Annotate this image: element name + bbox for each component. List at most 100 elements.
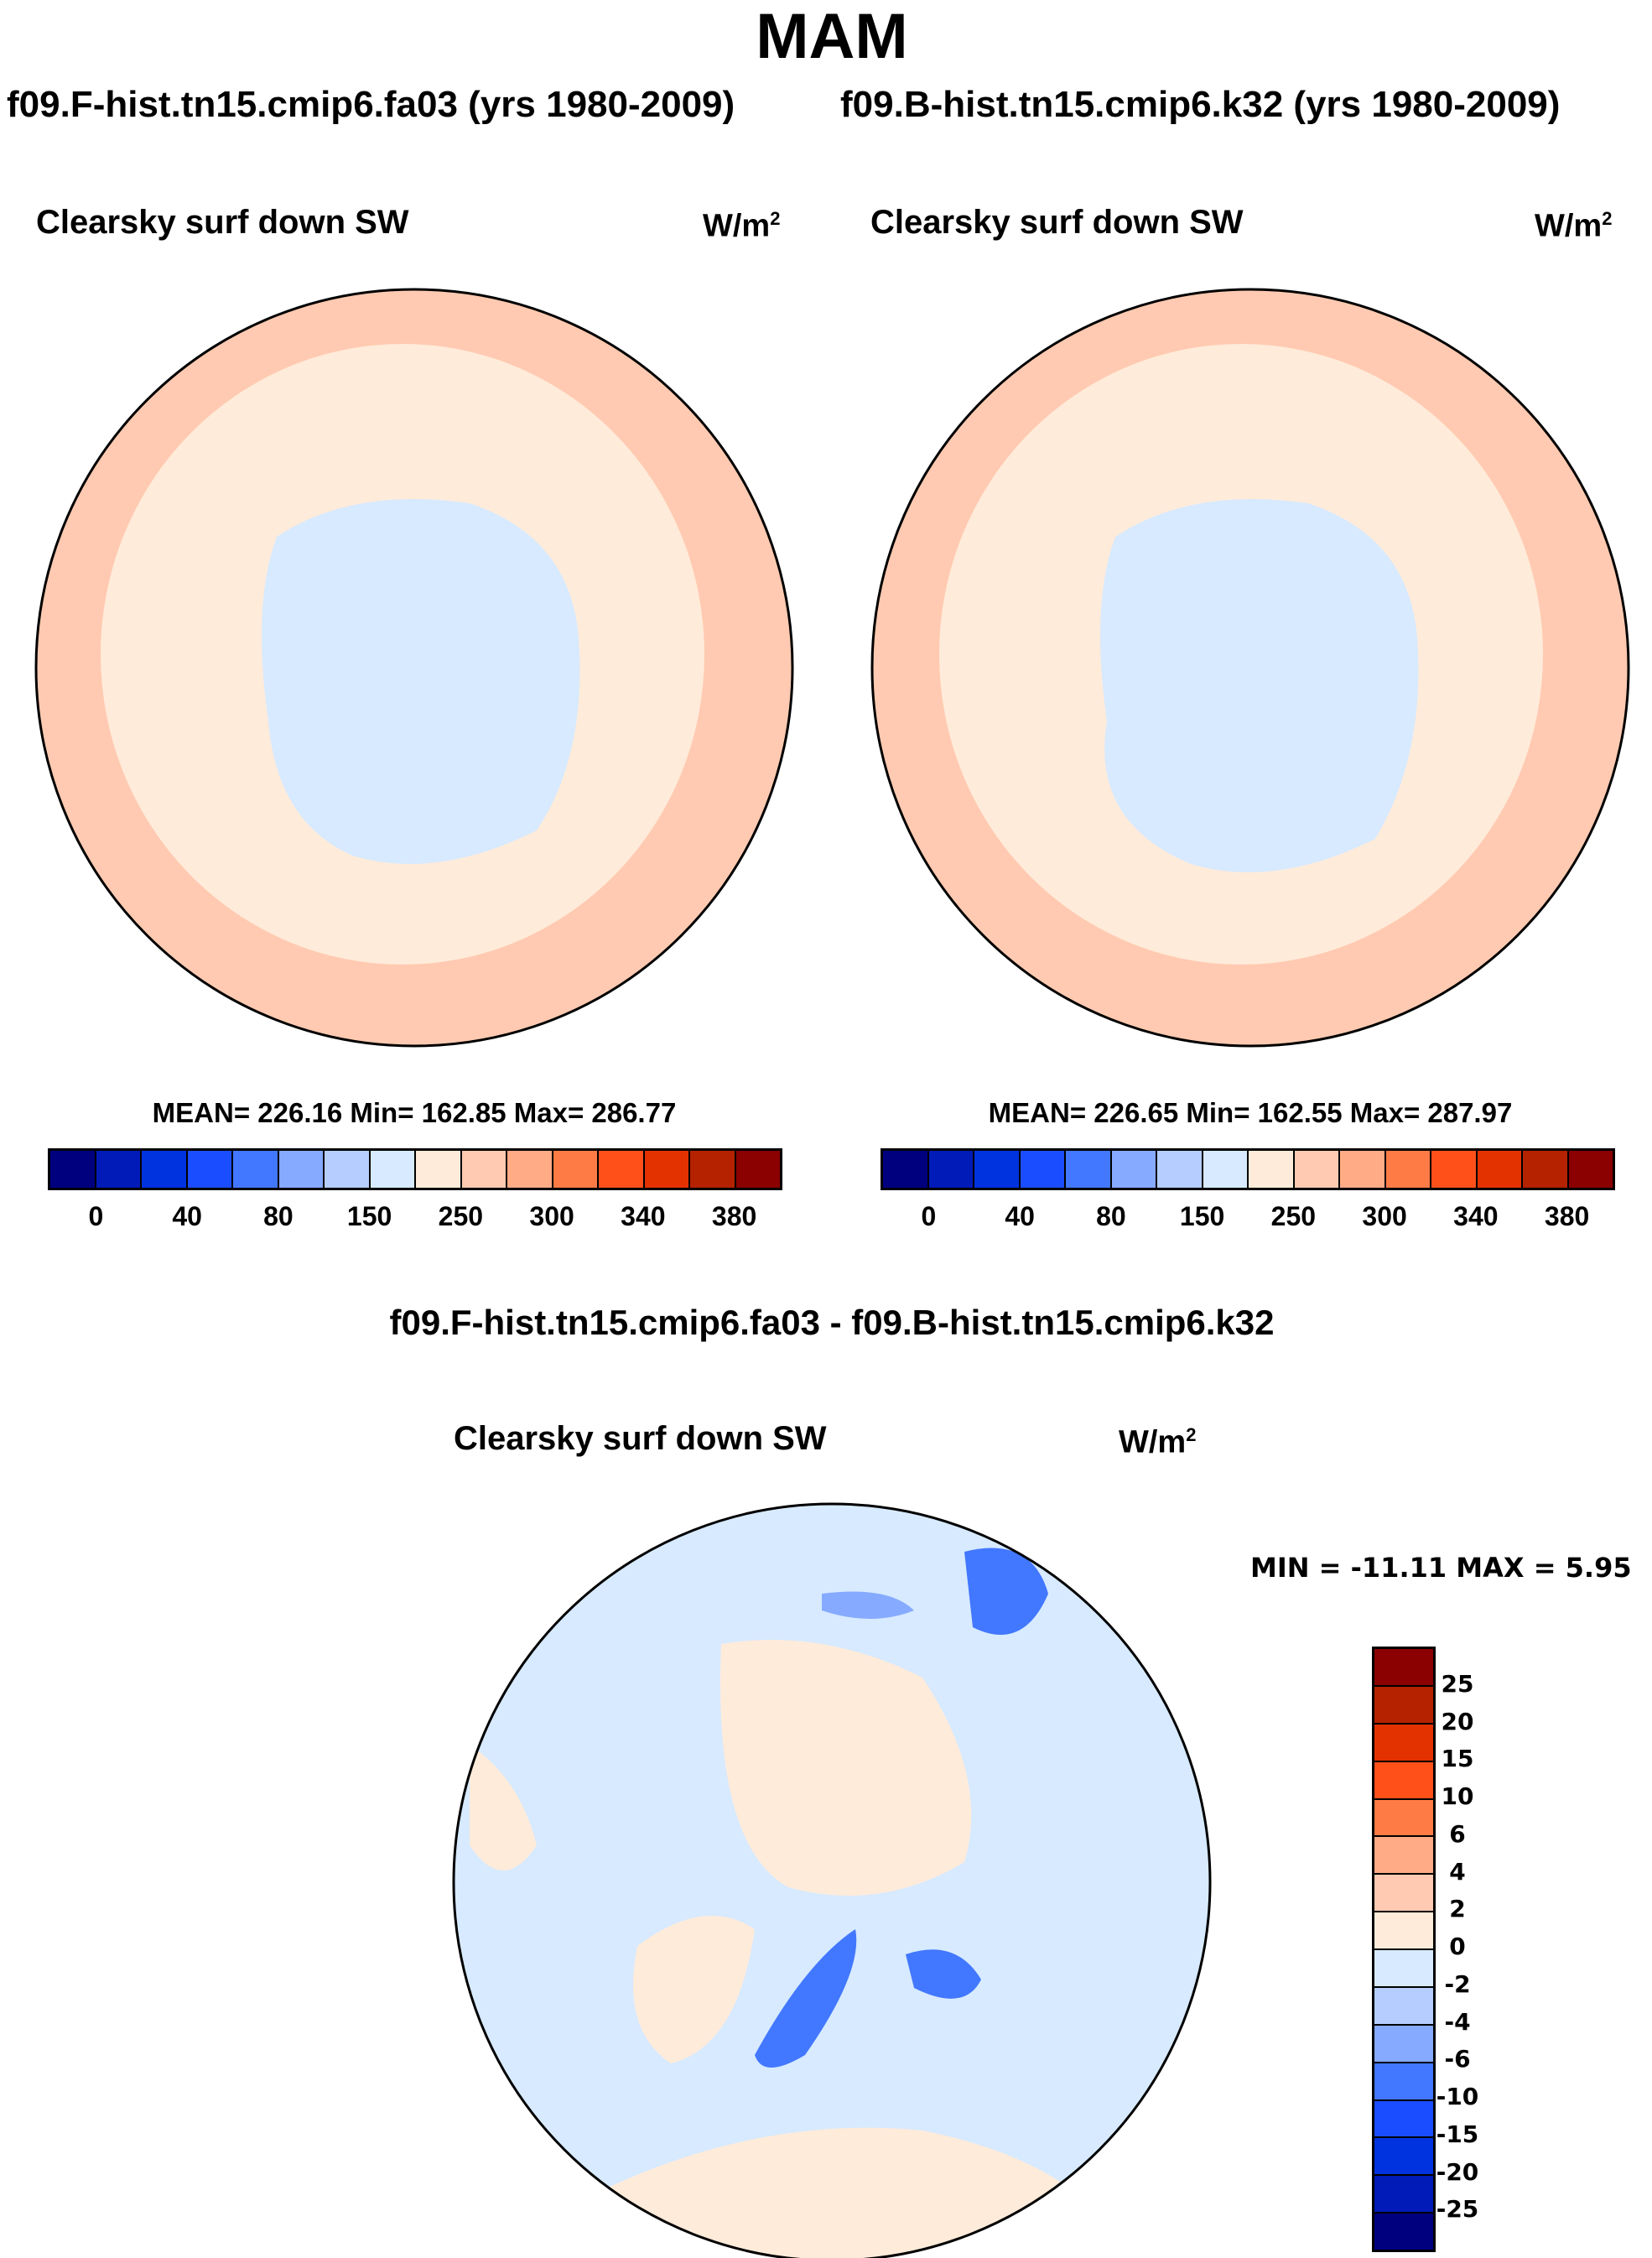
colorbar-box: [1374, 1724, 1433, 1762]
colorbar-box: [1385, 1151, 1431, 1188]
colorbar-box: [1374, 2138, 1433, 2177]
panel1-colorbar: [48, 1148, 782, 1190]
panel1-units: W/m2: [703, 208, 780, 245]
colorbar-box: [233, 1151, 279, 1188]
panel2-colorbar: [881, 1148, 1615, 1190]
colorbar-tick-label: 380: [1544, 1201, 1590, 1231]
colorbar-tick-label: 0: [88, 1201, 104, 1231]
colorbar-box: [1374, 1761, 1433, 1800]
colorbar-tick-label: 340: [1453, 1201, 1499, 1231]
colorbar-box: [1374, 2063, 1433, 2101]
colorbar-box: [1374, 1649, 1433, 1687]
colorbar-tick-label: 150: [1179, 1201, 1225, 1231]
colorbar-tick-label: -10: [1436, 2083, 1479, 2110]
colorbar-tick-label: 380: [711, 1201, 757, 1231]
colorbar-tick-label: -6: [1444, 2045, 1471, 2073]
panel3-stats: MIN = -11.11 MAX = 5.95: [1250, 1552, 1632, 1584]
colorbar-box: [507, 1151, 553, 1188]
colorbar-box: [1523, 1151, 1569, 1188]
diff-subtitle: f09.F-hist.tn15.cmip6.fa03 - f09.B-hist.…: [389, 1303, 1275, 1342]
map-panel3: [454, 1504, 1210, 2258]
colorbar-tick-label: 20: [1441, 1707, 1474, 1735]
panel3-units-base: W/m: [1119, 1424, 1187, 1460]
panel1-units-exponent: 2: [770, 208, 781, 229]
panel2-title: Clearsky surf down SW: [870, 204, 1244, 241]
colorbar-box: [1374, 2214, 1433, 2250]
colorbar-tick-label: 150: [346, 1201, 392, 1231]
colorbar-tick-label: 0: [1449, 1933, 1466, 1960]
colorbar-box: [1020, 1151, 1066, 1188]
colorbar-tick-label: 300: [1362, 1201, 1407, 1231]
colorbar-box: [96, 1151, 142, 1188]
panel1-title: Clearsky surf down SW: [36, 204, 409, 241]
panel2-stats: MEAN= 226.65 Min= 162.55 Max= 287.97: [988, 1097, 1513, 1128]
map-panel2: [872, 289, 1629, 1046]
colorbar-box: [1157, 1151, 1203, 1188]
panel3-units-exponent: 2: [1186, 1424, 1197, 1445]
negative-region: [755, 1929, 857, 2068]
colorbar-box: [1374, 1686, 1433, 1725]
colorbar-box: [1374, 2025, 1433, 2063]
colorbar-tick-label: 4: [1449, 1857, 1466, 1886]
colorbar-tick-label: 40: [1005, 1201, 1035, 1231]
map-border: [452, 1502, 1212, 2258]
colorbar-tick-label: 40: [172, 1201, 202, 1231]
colorbar-box: [142, 1151, 188, 1188]
colorbar-box: [370, 1151, 416, 1188]
panel2-units: W/m2: [1535, 208, 1612, 245]
colorbar-box: [974, 1151, 1021, 1188]
panel2-units-base: W/m: [1535, 208, 1603, 244]
colorbar-box: [928, 1151, 974, 1188]
colorbar-tick-label: -20: [1436, 2157, 1479, 2186]
colorbar-tick-label: 250: [438, 1201, 484, 1231]
colorbar-tick-label: 6: [1449, 1819, 1466, 1848]
colorbar-tick-label: 15: [1441, 1745, 1474, 1773]
colorbar-box: [1374, 2176, 1433, 2214]
negative-region: [964, 1548, 1048, 1635]
map-panel1: [36, 289, 792, 1046]
arctic-region: [1100, 499, 1419, 872]
colorbar-box: [187, 1151, 233, 1188]
map-border: [870, 288, 1630, 1048]
colorbar-box: [1340, 1151, 1386, 1188]
colorbar-box: [1374, 1875, 1433, 1913]
colorbar-box: [599, 1151, 645, 1188]
colorbar-box: [1431, 1151, 1478, 1188]
colorbar-box: [690, 1151, 736, 1188]
colorbar-box: [644, 1151, 690, 1188]
colorbar-box: [1249, 1151, 1295, 1188]
colorbar-box: [1111, 1151, 1157, 1188]
colorbar-box: [1374, 1912, 1433, 1950]
colorbar-tick-label: 80: [263, 1201, 294, 1231]
colorbar-box: [553, 1151, 599, 1188]
colorbar-box: [1374, 1987, 1433, 2026]
colorbar-tick-label: 25: [1441, 1669, 1474, 1698]
colorbar-box: [1477, 1151, 1523, 1188]
right-subtitle: f09.B-hist.tn15.cmip6.k32 (yrs 1980-2009…: [840, 84, 1561, 125]
colorbar-tick-label: -4: [1444, 2007, 1471, 2036]
colorbar-box: [1374, 2100, 1433, 2139]
colorbar-box: [416, 1151, 462, 1188]
positive-region: [633, 1916, 755, 2063]
colorbar-tick-label: 250: [1270, 1201, 1317, 1231]
colorbar-box: [1374, 1950, 1433, 1988]
colorbar-tick-label: -2: [1444, 1969, 1471, 1998]
colorbar-box: [883, 1151, 929, 1188]
negative-region: [906, 1949, 981, 1999]
panel1-units-base: W/m: [703, 208, 771, 244]
positive-region: [470, 1745, 537, 1870]
colorbar-tick-label: 2: [1449, 1895, 1466, 1923]
panel2-units-exponent: 2: [1602, 208, 1613, 229]
colorbar-box: [278, 1151, 325, 1188]
colorbar-tick-label: -15: [1436, 2120, 1479, 2148]
main-title: MAM: [756, 1, 908, 72]
colorbar-box: [50, 1151, 96, 1188]
panel3-units: W/m2: [1119, 1424, 1196, 1461]
colorbar-tick-label: 340: [621, 1201, 666, 1231]
colorbar-tick-label: 10: [1441, 1782, 1474, 1810]
colorbar-box: [1066, 1151, 1112, 1188]
colorbar-tick-label: 0: [921, 1201, 937, 1231]
colorbar-box: [461, 1151, 507, 1188]
panel1-stats: MEAN= 226.16 Min= 162.85 Max= 286.77: [152, 1097, 677, 1128]
